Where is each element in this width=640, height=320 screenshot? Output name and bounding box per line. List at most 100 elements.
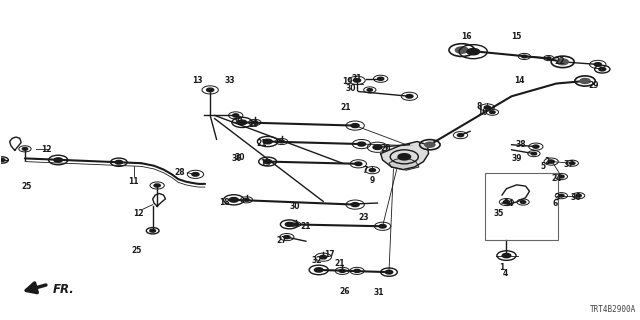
Text: 37: 37 xyxy=(564,160,574,169)
Circle shape xyxy=(294,223,298,226)
Text: 19: 19 xyxy=(260,159,271,168)
Circle shape xyxy=(192,172,199,176)
Text: 30: 30 xyxy=(233,116,243,125)
Circle shape xyxy=(264,160,271,164)
Circle shape xyxy=(531,152,536,155)
Text: 14: 14 xyxy=(514,76,525,85)
Circle shape xyxy=(522,55,527,58)
Text: 35: 35 xyxy=(493,209,504,218)
Text: TRT4B2900A: TRT4B2900A xyxy=(590,305,636,314)
Circle shape xyxy=(378,77,384,80)
Circle shape xyxy=(0,159,5,161)
Circle shape xyxy=(599,68,605,71)
Text: 21: 21 xyxy=(334,259,344,268)
Circle shape xyxy=(54,158,63,162)
Text: 7: 7 xyxy=(362,166,367,175)
Circle shape xyxy=(532,145,539,148)
Text: 1: 1 xyxy=(499,263,504,272)
Text: 34: 34 xyxy=(503,199,514,208)
Text: 12: 12 xyxy=(132,209,143,218)
Circle shape xyxy=(150,229,156,232)
Circle shape xyxy=(284,236,290,239)
Text: 21: 21 xyxy=(340,103,351,112)
Circle shape xyxy=(559,175,564,178)
Text: 21: 21 xyxy=(256,139,266,148)
Circle shape xyxy=(351,203,359,207)
Text: 10: 10 xyxy=(477,108,488,117)
Text: 17: 17 xyxy=(324,250,335,259)
Text: 21: 21 xyxy=(352,74,362,83)
Circle shape xyxy=(237,120,246,125)
Circle shape xyxy=(353,79,360,82)
Text: 25: 25 xyxy=(21,182,31,191)
Circle shape xyxy=(319,255,327,259)
Text: 15: 15 xyxy=(511,32,522,41)
Text: 21: 21 xyxy=(301,222,311,231)
Text: 22: 22 xyxy=(555,57,565,66)
Circle shape xyxy=(244,198,249,201)
Text: 32: 32 xyxy=(312,256,322,265)
Text: 25: 25 xyxy=(132,246,142,255)
Text: 3: 3 xyxy=(555,193,560,202)
Circle shape xyxy=(339,269,346,272)
Text: 39: 39 xyxy=(511,154,522,163)
Circle shape xyxy=(502,253,511,258)
Text: 19: 19 xyxy=(248,120,258,129)
Circle shape xyxy=(576,194,581,197)
Circle shape xyxy=(548,160,554,163)
Circle shape xyxy=(115,160,123,164)
Circle shape xyxy=(355,162,362,166)
Text: FR.: FR. xyxy=(53,284,75,297)
Text: 4: 4 xyxy=(502,269,508,278)
Text: 5: 5 xyxy=(541,162,546,171)
Text: 11: 11 xyxy=(128,177,139,186)
Text: 19: 19 xyxy=(342,77,353,86)
Text: 26: 26 xyxy=(339,287,349,296)
Circle shape xyxy=(503,201,509,204)
Circle shape xyxy=(490,111,495,114)
Circle shape xyxy=(373,145,382,149)
Circle shape xyxy=(559,194,564,197)
Text: 24: 24 xyxy=(551,174,561,183)
Circle shape xyxy=(484,106,490,109)
Circle shape xyxy=(207,88,214,92)
Text: 20: 20 xyxy=(380,144,390,153)
Circle shape xyxy=(458,133,463,137)
Circle shape xyxy=(520,201,526,204)
Circle shape xyxy=(398,154,411,160)
Circle shape xyxy=(547,57,551,59)
Circle shape xyxy=(557,59,568,65)
Circle shape xyxy=(425,142,435,147)
Polygon shape xyxy=(389,157,419,170)
Circle shape xyxy=(367,89,372,91)
Text: 16: 16 xyxy=(461,32,472,41)
Text: 33: 33 xyxy=(224,76,235,85)
Circle shape xyxy=(354,269,360,272)
Circle shape xyxy=(229,197,238,202)
Text: 2: 2 xyxy=(544,157,549,166)
Text: 12: 12 xyxy=(42,145,52,154)
Text: 38: 38 xyxy=(516,140,527,149)
Text: 6: 6 xyxy=(552,199,557,208)
Circle shape xyxy=(570,162,575,164)
Polygon shape xyxy=(381,141,429,170)
Circle shape xyxy=(379,225,386,228)
Circle shape xyxy=(232,114,239,117)
Text: 30: 30 xyxy=(346,84,356,93)
Text: 31: 31 xyxy=(374,288,384,297)
Text: 13: 13 xyxy=(192,76,203,85)
Circle shape xyxy=(580,78,590,84)
Text: 8: 8 xyxy=(477,102,483,111)
Circle shape xyxy=(285,222,293,226)
Circle shape xyxy=(369,169,376,172)
Circle shape xyxy=(358,142,365,146)
Circle shape xyxy=(594,63,602,66)
Text: 18: 18 xyxy=(219,197,230,206)
Text: 28: 28 xyxy=(174,168,185,177)
Circle shape xyxy=(263,139,272,144)
Text: 36: 36 xyxy=(570,193,580,202)
Circle shape xyxy=(351,124,359,128)
Circle shape xyxy=(279,140,284,143)
Circle shape xyxy=(456,47,468,53)
Circle shape xyxy=(406,94,413,98)
